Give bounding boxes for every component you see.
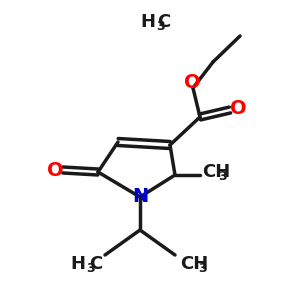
Text: 3: 3 <box>198 262 207 275</box>
Text: 3: 3 <box>86 262 94 275</box>
Text: C: C <box>158 13 171 31</box>
Text: CH: CH <box>180 255 208 273</box>
Text: 3: 3 <box>218 169 226 182</box>
Text: H: H <box>70 255 86 273</box>
Text: N: N <box>132 187 148 206</box>
Text: O: O <box>47 160 63 179</box>
Text: C: C <box>89 255 103 273</box>
Text: CH: CH <box>202 163 230 181</box>
Text: 3: 3 <box>156 20 165 32</box>
Text: O: O <box>184 74 200 92</box>
Text: H: H <box>140 13 155 31</box>
Text: O: O <box>230 100 246 118</box>
